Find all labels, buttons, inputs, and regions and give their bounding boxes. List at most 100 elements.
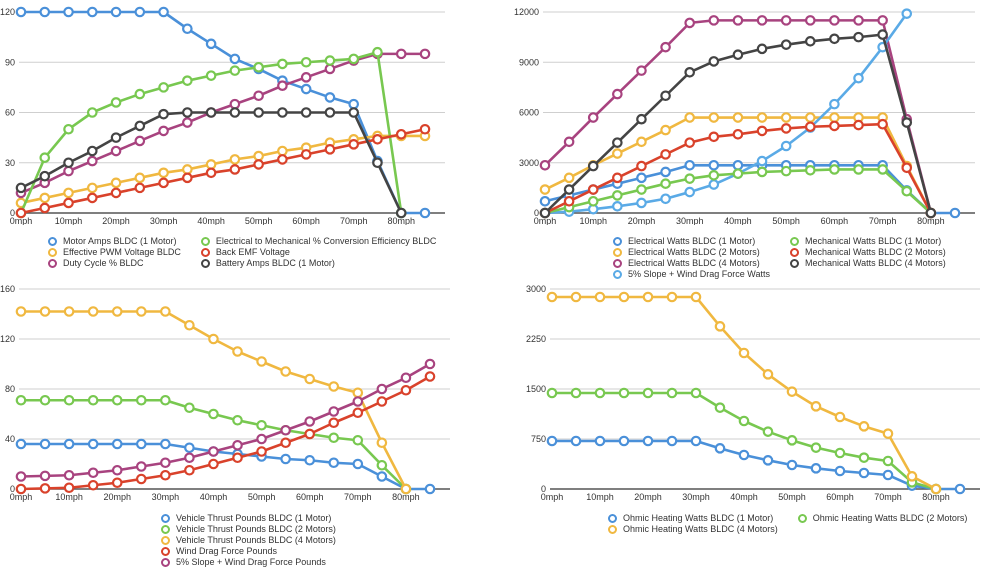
legend-label: Electrical to Mechanical % Conversion Ef…: [215, 236, 437, 246]
legend-column: Electrical Watts BLDC (1 Motor) Electrica…: [613, 236, 770, 280]
legend-item: Electrical Watts BLDC (1 Motor): [613, 236, 770, 247]
data-point: [184, 452, 195, 464]
data-point: [708, 15, 720, 26]
data-point: [563, 172, 575, 184]
y-tick-label: 0: [10, 484, 15, 494]
data-point: [205, 70, 217, 81]
data-point: [594, 387, 606, 399]
data-point: [304, 454, 316, 466]
data-point: [111, 477, 123, 489]
data-point: [229, 65, 241, 76]
legend-item: Wind Drag Force Pounds: [161, 546, 336, 557]
data-point: [780, 112, 792, 123]
x-tick-label: 0mph: [534, 216, 557, 225]
data-point: [395, 48, 407, 60]
data-point: [184, 319, 195, 331]
data-point: [642, 387, 654, 399]
data-point: [352, 458, 364, 470]
data-point: [660, 41, 671, 53]
data-point: [587, 195, 599, 207]
legend-item: 5% Slope + Wind Drag Force Pounds: [161, 557, 336, 568]
data-point: [877, 118, 888, 130]
data-point: [63, 6, 74, 18]
data-point: [539, 159, 551, 171]
data-point: [184, 442, 195, 454]
data-point: [804, 112, 816, 123]
chart-panel-motor-amps: 0 30 60 90 120 0mph 10mph 20mph 30mph 40mph 50mph 6…: [0, 0, 490, 280]
y-tick-label: 90: [5, 57, 15, 67]
data-point: [756, 43, 768, 55]
data-point: [134, 6, 146, 18]
x-tick-label: 20mph: [634, 492, 662, 502]
y-tick-label: 12000: [514, 7, 539, 17]
data-point: [756, 125, 768, 137]
legend-item: Electrical to Mechanical % Conversion Ef…: [200, 236, 437, 247]
data-point: [684, 186, 696, 198]
data-point: [135, 473, 147, 485]
data-point: [829, 112, 840, 123]
data-point: [563, 136, 575, 148]
legend-label: Ohmic Heating Watts BLDC (2 Motors): [812, 513, 968, 523]
data-point: [280, 424, 291, 436]
data-point: [762, 369, 774, 380]
data-point: [280, 366, 291, 377]
series-ohmic-heating-watts-bldc-2-motors-: [546, 387, 942, 495]
data-point: [253, 90, 264, 102]
data-point: [87, 467, 99, 479]
legend-label: Battery Amps BLDC (1 Motor): [215, 258, 335, 268]
data-point: [400, 483, 412, 495]
data-point: [158, 108, 169, 120]
data-point: [684, 67, 696, 78]
data-point: [256, 433, 267, 445]
data-point: [376, 396, 388, 407]
legend-item: Duty Cycle % BLDC: [48, 258, 181, 269]
data-point: [732, 159, 744, 171]
x-tick-label: 0mph: [10, 492, 33, 502]
x-tick-label: 30mph: [682, 492, 710, 502]
legend-label: Mechanical Watts BLDC (2 Motors): [804, 247, 946, 257]
chart-panel-watts: 0 3000 6000 9000 12000 0mph 10mph 20mph 30mph 40m…: [500, 0, 1000, 280]
data-point: [15, 438, 27, 450]
data-point: [86, 6, 98, 18]
data-point: [594, 435, 606, 447]
legend-swatch-icon: [789, 248, 799, 257]
data-point: [134, 120, 146, 132]
legend-label: 5% Slope + Wind Drag Force Watts: [628, 269, 770, 279]
data-point: [732, 112, 744, 123]
data-point: [328, 432, 340, 444]
data-point: [86, 145, 98, 157]
y-tick-label: 40: [5, 434, 15, 444]
legend-swatch-icon: [161, 514, 170, 523]
data-point: [780, 165, 792, 177]
data-point: [594, 291, 606, 303]
legend-label: Vehicle Thrust Pounds BLDC (2 Motors): [176, 524, 336, 534]
data-point: [419, 207, 431, 219]
legend-label: 5% Slope + Wind Drag Force Pounds: [176, 557, 326, 567]
data-point: [372, 134, 383, 145]
data-point: [786, 435, 798, 446]
data-point: [300, 83, 312, 95]
data-point: [182, 164, 193, 175]
data-point: [882, 455, 894, 467]
data-point: [86, 155, 98, 167]
data-point: [277, 145, 288, 157]
data-point: [158, 167, 169, 179]
x-tick-label: 0mph: [541, 492, 564, 502]
data-point: [372, 157, 383, 169]
data-point: [762, 455, 774, 466]
data-point: [182, 117, 193, 128]
data-point: [63, 306, 75, 317]
series-5-slope-wind-drag-force-pounds: [15, 358, 436, 482]
data-point: [636, 113, 647, 125]
legend-item: Mechanical Watts BLDC (2 Motors): [789, 247, 946, 258]
data-point: [708, 159, 720, 171]
data-point: [666, 291, 678, 303]
data-point: [901, 8, 913, 19]
y-tick-label: 60: [5, 108, 15, 118]
data-point: [804, 36, 816, 47]
x-tick-label: 80mph: [387, 216, 415, 225]
data-point: [300, 107, 312, 118]
data-point: [158, 125, 169, 137]
data-point: [636, 197, 647, 209]
y-tick-label: 6000: [519, 108, 539, 118]
